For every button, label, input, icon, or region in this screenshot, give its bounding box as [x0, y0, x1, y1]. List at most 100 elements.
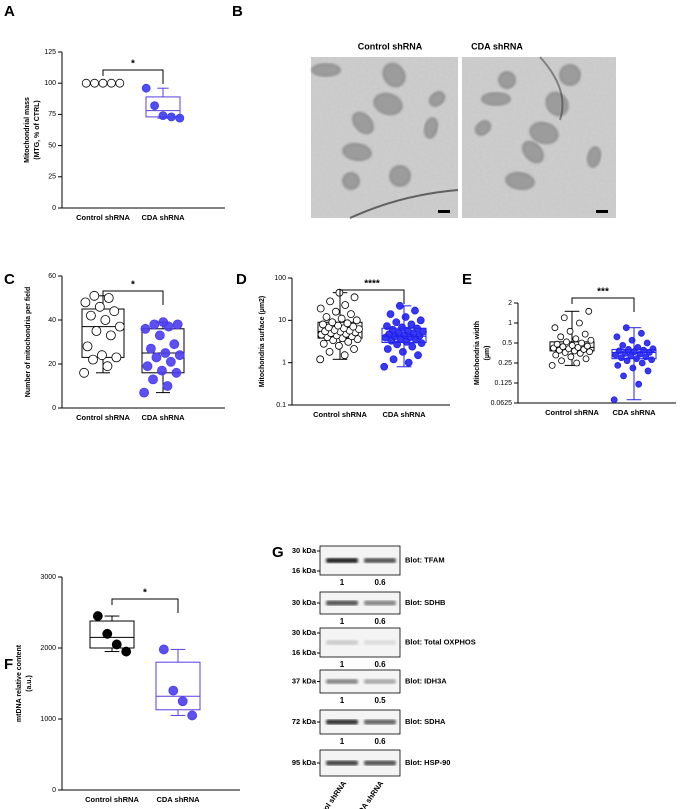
data-point — [572, 335, 580, 343]
data-point — [140, 323, 151, 334]
data-point — [319, 320, 327, 329]
data-point — [551, 324, 559, 332]
x-tick-label: Control shRNA — [545, 408, 599, 417]
data-point — [558, 357, 565, 365]
data-point — [552, 351, 560, 359]
band — [326, 640, 358, 645]
data-point — [91, 326, 102, 336]
y-tick-label: 1 — [282, 360, 286, 367]
y-tick-label: 0.1 — [276, 402, 286, 409]
mitochondrion — [529, 122, 559, 144]
blot-label: Blot: SDHA — [405, 717, 446, 726]
data-point — [573, 359, 581, 367]
data-point — [316, 304, 325, 313]
band — [364, 558, 396, 563]
y-tick-label: 50 — [48, 142, 56, 149]
data-point — [586, 348, 593, 356]
mitochondrion — [311, 63, 341, 77]
lane-label: CDA shRNA — [353, 779, 385, 809]
data-point — [111, 352, 122, 363]
data-point — [638, 359, 646, 367]
data-point — [625, 346, 632, 353]
data-point — [105, 330, 116, 341]
axes — [61, 52, 225, 209]
data-point — [640, 346, 648, 354]
image-title: CDA shRNA — [471, 41, 523, 51]
data-point — [158, 317, 169, 328]
data-point — [114, 321, 125, 332]
y-tick-label: 40 — [48, 317, 56, 324]
data-point — [337, 314, 346, 323]
y-tick-label: 1000 — [40, 716, 56, 723]
data-point — [107, 78, 116, 88]
scale-bar — [438, 210, 450, 213]
data-point — [79, 367, 89, 378]
quantification: 1 — [340, 578, 345, 587]
data-point — [615, 347, 623, 355]
data-point — [331, 307, 340, 316]
band — [364, 719, 396, 725]
significance-bracket — [102, 69, 164, 84]
y-tick-label: 1 — [508, 320, 512, 327]
data-point — [638, 329, 645, 337]
data-point — [115, 78, 125, 88]
mitochondrion — [498, 71, 516, 89]
membrane — [539, 56, 564, 121]
data-point — [151, 352, 162, 363]
data-point — [630, 348, 638, 356]
y-tick-label: 0.0625 — [491, 400, 513, 407]
data-point — [628, 336, 636, 344]
data-point — [97, 350, 107, 361]
y-tick-label: 20 — [48, 361, 56, 368]
y-axis-label: Number of mitochondria per field — [25, 287, 32, 397]
y-axis-label: Mitochondrial mass — [24, 97, 31, 163]
mitochondrion — [587, 146, 601, 168]
marker-label: 30 kDa — [292, 598, 317, 607]
data-point — [158, 111, 168, 121]
y-axis-label: (MTG, % of CTRL) — [34, 100, 41, 160]
x-tick-label: Control shRNA — [313, 410, 367, 419]
blot-label: Blot: SDHB — [405, 598, 446, 607]
data-point — [90, 78, 99, 88]
x-tick-label: CDA shRNA — [141, 413, 185, 422]
y-tick-label: 0.5 — [502, 340, 512, 347]
data-point — [398, 347, 407, 356]
data-point — [146, 343, 156, 354]
mitochondrion — [505, 172, 535, 190]
quantification: 0.6 — [374, 737, 386, 746]
data-point — [619, 342, 627, 349]
mitochondrion — [522, 141, 544, 163]
data-point — [408, 342, 417, 351]
y-tick-label: 3000 — [40, 574, 56, 581]
image-title: Control shRNA — [358, 41, 423, 51]
data-point — [634, 343, 642, 351]
band — [326, 558, 358, 563]
significance-label: * — [131, 280, 135, 291]
blot-label: Blot: TFAM — [405, 555, 445, 564]
band — [326, 719, 358, 725]
data-point — [403, 326, 412, 335]
quantification: 0.6 — [374, 617, 386, 626]
data-point — [649, 345, 657, 353]
data-point — [102, 628, 113, 639]
data-point — [344, 337, 353, 346]
significance-bracket — [339, 289, 405, 304]
data-point — [578, 339, 586, 347]
mitochondrion — [373, 93, 403, 115]
data-point — [623, 357, 631, 365]
x-tick-label: Control shRNA — [76, 413, 130, 422]
data-point — [150, 101, 160, 111]
data-point — [319, 339, 328, 348]
data-point — [187, 710, 198, 721]
y-tick-label: 0 — [52, 205, 56, 212]
quantification: 1 — [340, 617, 345, 626]
panel-letter: A — [4, 3, 15, 20]
data-point — [157, 365, 167, 376]
data-point — [582, 355, 590, 363]
data-point — [177, 696, 188, 707]
data-point — [149, 319, 160, 330]
data-point — [553, 340, 561, 348]
band — [326, 679, 358, 684]
y-tick-label: 0.125 — [494, 380, 512, 387]
